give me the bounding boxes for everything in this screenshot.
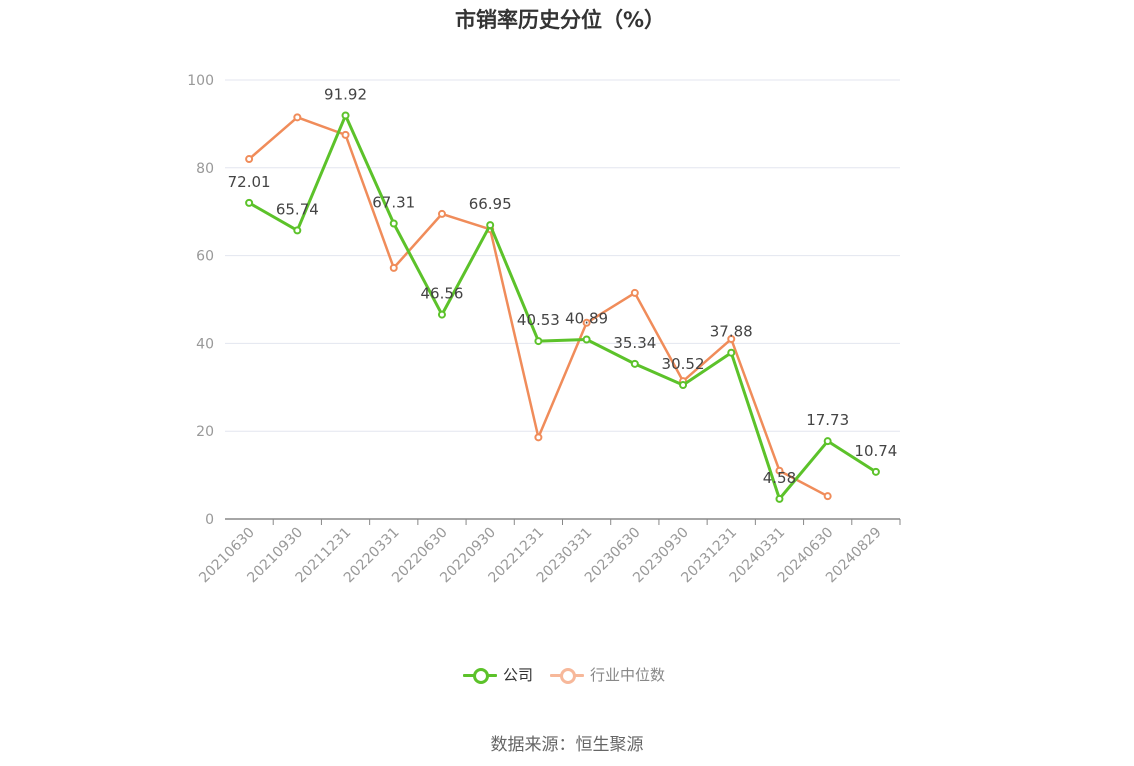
data-label: 72.01 [228, 173, 271, 191]
data-point-company [630, 359, 639, 368]
data-label: 4.58 [763, 469, 796, 487]
data-label: 46.56 [420, 285, 463, 303]
y-tick-label: 20 [196, 424, 214, 440]
data-point-industry [341, 130, 350, 139]
data-point-industry [389, 263, 398, 272]
data-label: 17.73 [806, 411, 849, 429]
data-label-layer: 72.01 65.74 91.92 67.31 46.56 66.95 40.53 40.89… [228, 85, 898, 486]
y-tick-label: 40 [196, 336, 214, 352]
data-point-company [245, 198, 254, 207]
data-label: 65.74 [276, 200, 319, 218]
data-point-company [341, 111, 350, 120]
data-label: 91.92 [324, 85, 367, 103]
data-point-company [775, 494, 784, 503]
legend-label-company: 公司 [503, 666, 534, 684]
data-point-company [823, 437, 832, 446]
series-layer [245, 111, 880, 503]
data-point-company [727, 348, 736, 357]
data-point-industry [775, 466, 784, 475]
data-point-industry [727, 335, 736, 344]
grid-layer [225, 79, 900, 432]
axis-layer: 0204060801002021063020210930202112312022… [187, 73, 901, 586]
data-point-industry [293, 113, 302, 122]
y-tick-label: 80 [196, 161, 214, 177]
legend-swatch-company [463, 665, 497, 685]
legend-item-industry[interactable]: 行业中位数 [550, 664, 665, 685]
data-point-company [582, 335, 591, 344]
source-note: 数据来源：恒生聚源 [490, 735, 644, 755]
data-point-industry [437, 209, 446, 218]
data-point-company [389, 219, 398, 228]
data-point-company [486, 221, 495, 230]
y-tick-label: 100 [187, 73, 214, 89]
data-label: 66.95 [469, 195, 512, 213]
data-point-industry [582, 318, 591, 327]
data-point-industry [534, 433, 543, 442]
series-line-company [248, 113, 877, 501]
legend-label-industry: 行业中位数 [590, 666, 666, 684]
data-label: 10.74 [854, 442, 897, 460]
data-point-industry [630, 288, 639, 297]
data-label: 30.52 [662, 355, 705, 373]
data-point-industry [245, 155, 254, 164]
legend: 公司 行业中位数 [0, 664, 1134, 688]
legend-swatch-industry [550, 665, 584, 685]
data-point-company [871, 467, 880, 476]
data-label: 37.88 [710, 323, 753, 341]
data-label: 40.89 [565, 309, 608, 327]
data-point-company [437, 310, 446, 319]
data-label: 67.31 [372, 194, 415, 212]
data-point-company [293, 226, 302, 235]
y-tick-label: 0 [205, 512, 214, 528]
chart-title: 市销率历史分位（%） [454, 8, 666, 32]
data-point-company [534, 337, 543, 346]
data-point-company [679, 381, 688, 390]
data-label: 40.53 [517, 311, 560, 329]
data-label: 35.34 [613, 334, 656, 352]
legend-item-company[interactable]: 公司 [463, 664, 533, 685]
y-tick-label: 60 [196, 249, 214, 265]
data-point-industry [823, 492, 832, 501]
